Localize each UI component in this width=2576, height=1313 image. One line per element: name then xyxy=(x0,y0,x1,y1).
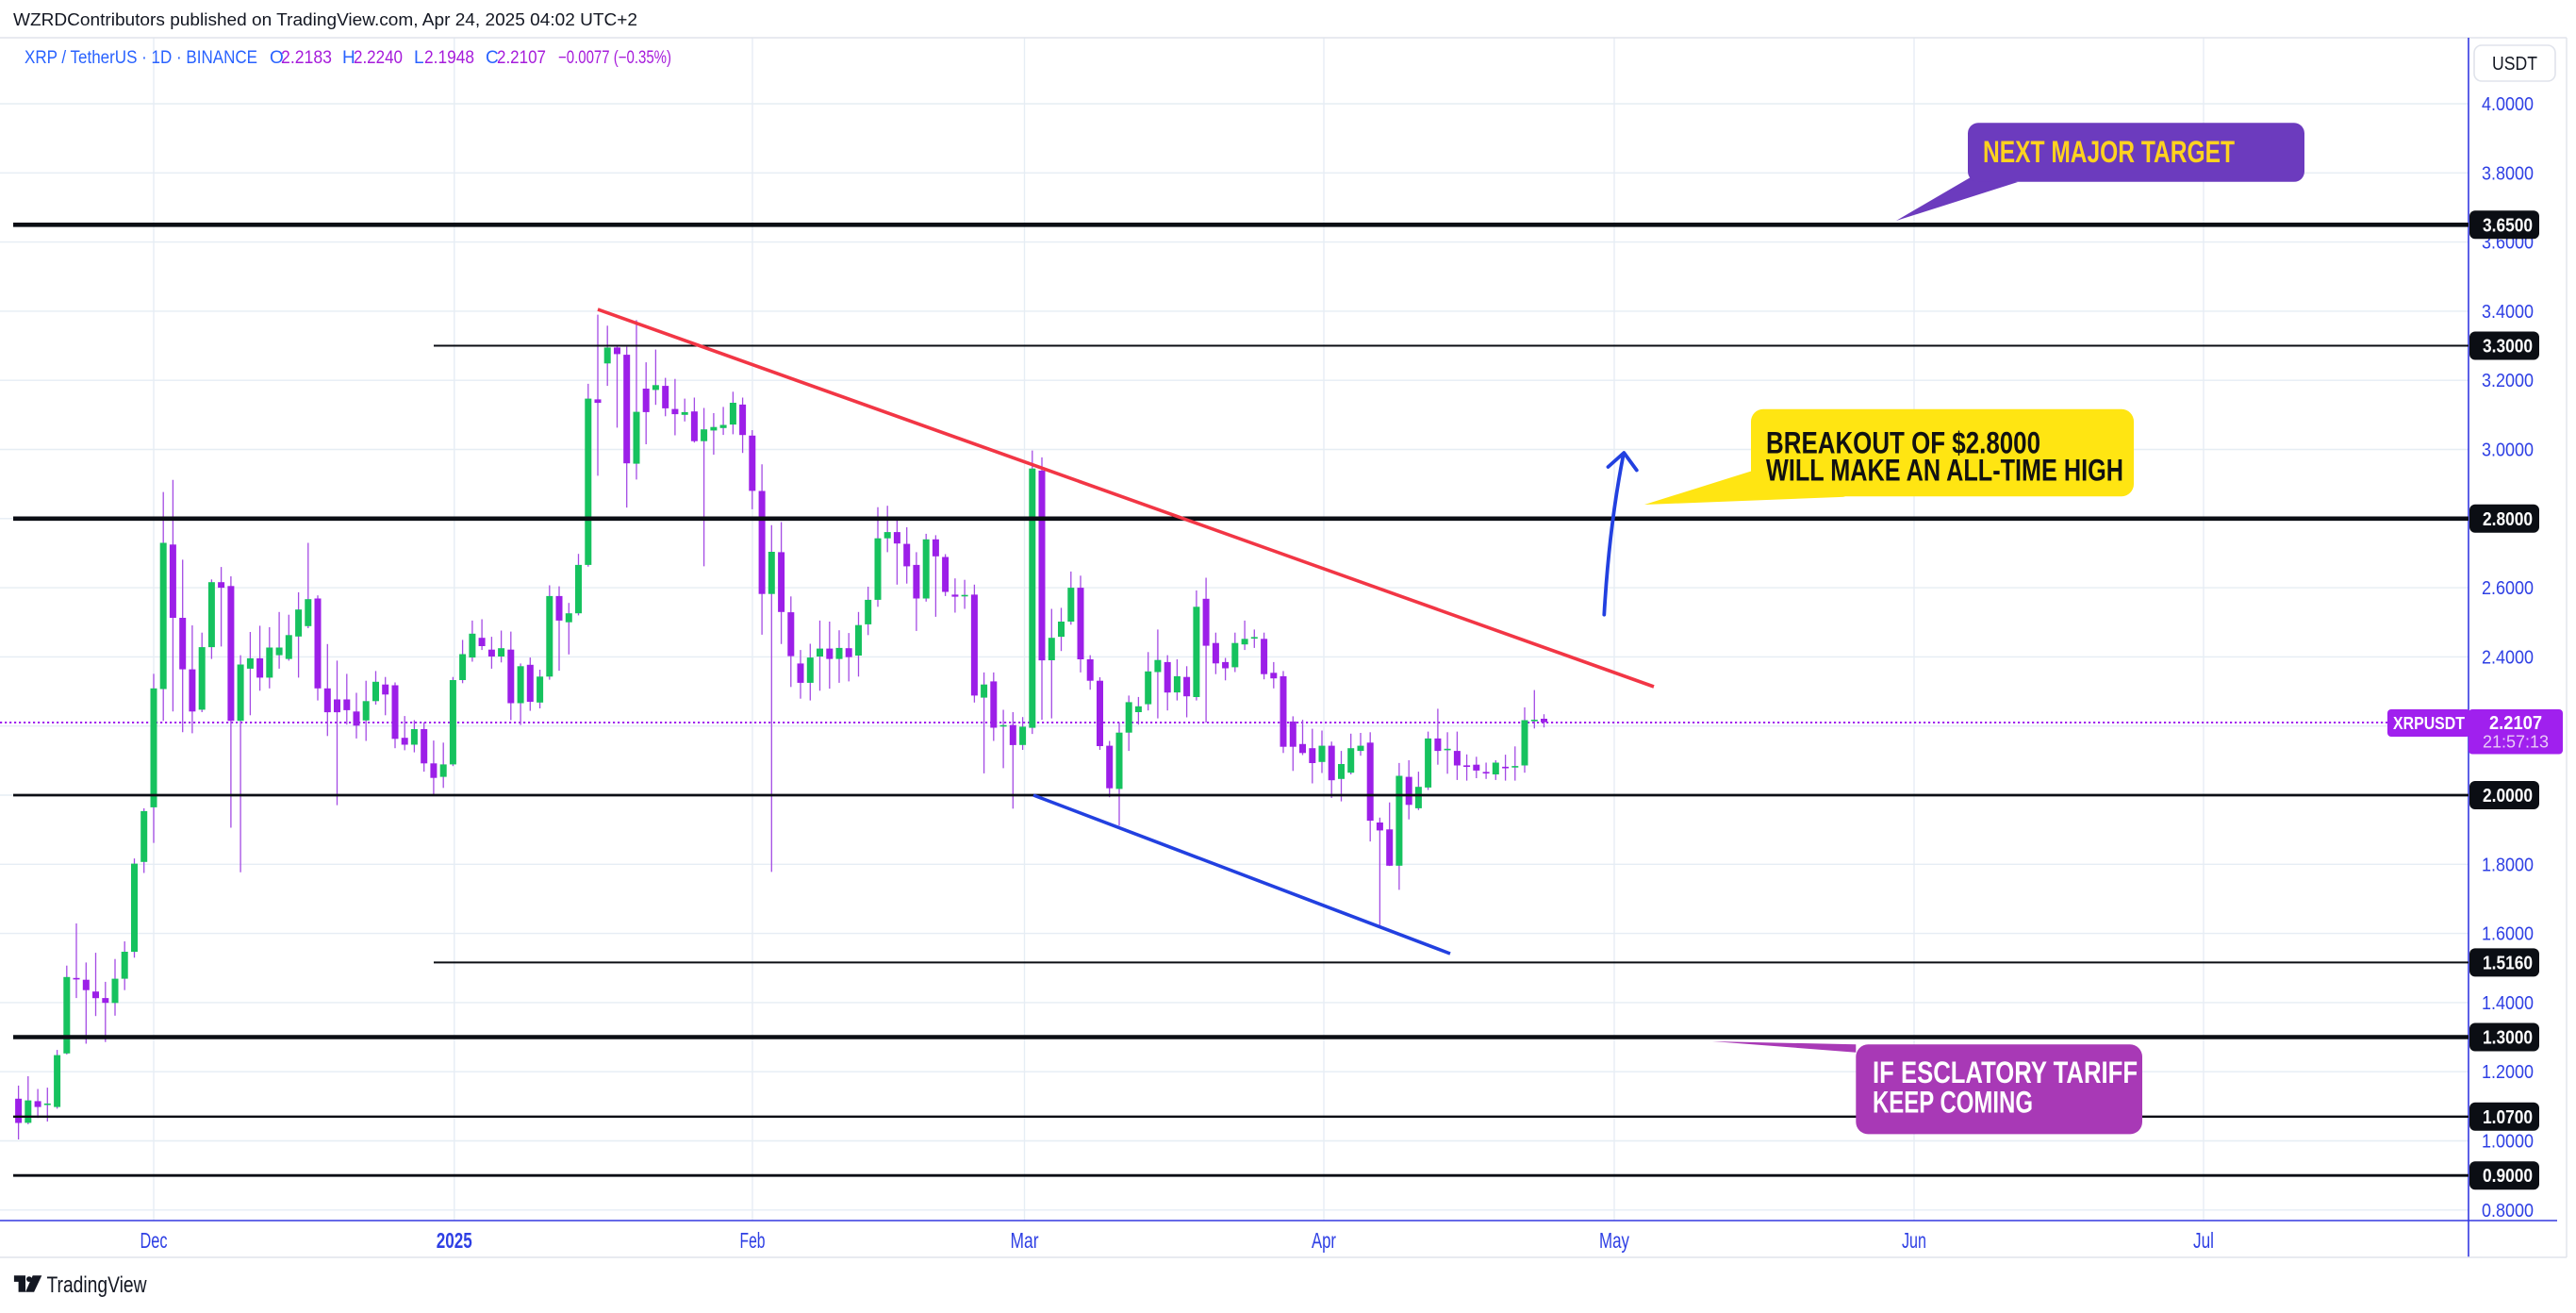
svg-text:3.0000: 3.0000 xyxy=(2482,440,2534,461)
svg-text:O: O xyxy=(270,48,284,68)
svg-text:1.0000: 1.0000 xyxy=(2482,1132,2534,1153)
svg-text:3.3000: 3.3000 xyxy=(2483,337,2533,357)
svg-text:USDT: USDT xyxy=(2492,54,2537,75)
svg-text:4.0000: 4.0000 xyxy=(2482,94,2534,115)
svg-text:KEEP COMING: KEEP COMING xyxy=(1873,1086,2033,1120)
svg-text:2.4000: 2.4000 xyxy=(2482,647,2534,668)
svg-text:Apr: Apr xyxy=(1312,1228,1336,1253)
svg-text:Jul: Jul xyxy=(2193,1228,2214,1253)
svg-text:Mar: Mar xyxy=(1011,1228,1039,1253)
svg-text:2.2107: 2.2107 xyxy=(2489,713,2542,734)
svg-text:Jun: Jun xyxy=(1902,1228,1926,1253)
svg-text:XRPUSDT: XRPUSDT xyxy=(2393,714,2465,733)
svg-text:2.8000: 2.8000 xyxy=(2483,509,2533,530)
svg-text:Dec: Dec xyxy=(140,1228,168,1253)
svg-text:2025: 2025 xyxy=(437,1228,472,1253)
svg-text:2.2240: 2.2240 xyxy=(354,48,403,68)
svg-text:2.2107: 2.2107 xyxy=(497,48,546,68)
svg-text:3.2000: 3.2000 xyxy=(2482,371,2534,391)
svg-text:0.9000: 0.9000 xyxy=(2483,1166,2533,1187)
svg-text:May: May xyxy=(1599,1228,1629,1253)
svg-text:1.3000: 1.3000 xyxy=(2483,1028,2533,1049)
svg-text:2.6000: 2.6000 xyxy=(2482,578,2534,599)
svg-text:WILL MAKE AN ALL-TIME HIGH: WILL MAKE AN ALL-TIME HIGH xyxy=(1766,454,2123,488)
svg-text:1.4000: 1.4000 xyxy=(2482,993,2534,1014)
svg-text:2.1948: 2.1948 xyxy=(424,48,474,68)
svg-text:L: L xyxy=(414,48,424,68)
svg-text:XRP / TetherUS · 1D · BINANCE: XRP / TetherUS · 1D · BINANCE xyxy=(25,48,257,68)
svg-text:3.6500: 3.6500 xyxy=(2483,215,2533,236)
svg-text:TradingView: TradingView xyxy=(47,1272,148,1298)
svg-text:0.8000: 0.8000 xyxy=(2482,1201,2534,1222)
svg-text:NEXT MAJOR TARGET: NEXT MAJOR TARGET xyxy=(1983,135,2235,169)
svg-text:1.2000: 1.2000 xyxy=(2482,1062,2534,1083)
svg-text:WZRDContributors published on: WZRDContributors published on TradingVie… xyxy=(13,10,637,29)
svg-text:2.0000: 2.0000 xyxy=(2483,786,2533,806)
svg-text:3.8000: 3.8000 xyxy=(2482,163,2534,184)
svg-text:C: C xyxy=(486,48,499,68)
svg-text:1.6000: 1.6000 xyxy=(2482,924,2534,945)
svg-text:1.5160: 1.5160 xyxy=(2483,953,2533,973)
svg-text:2.2183: 2.2183 xyxy=(281,48,332,68)
svg-text:3.4000: 3.4000 xyxy=(2482,302,2534,323)
svg-text:−0.0077 (−0.35%): −0.0077 (−0.35%) xyxy=(558,48,671,68)
svg-text:1.0700: 1.0700 xyxy=(2483,1107,2533,1128)
svg-text:IF ESCLATORY TARIFF: IF ESCLATORY TARIFF xyxy=(1873,1055,2138,1089)
svg-text:Feb: Feb xyxy=(740,1228,766,1253)
svg-text:BREAKOUT OF $2.8000: BREAKOUT OF $2.8000 xyxy=(1766,426,2040,460)
svg-text:21:57:13: 21:57:13 xyxy=(2483,733,2549,752)
svg-text:1.8000: 1.8000 xyxy=(2482,855,2534,875)
svg-text:H: H xyxy=(342,48,355,68)
